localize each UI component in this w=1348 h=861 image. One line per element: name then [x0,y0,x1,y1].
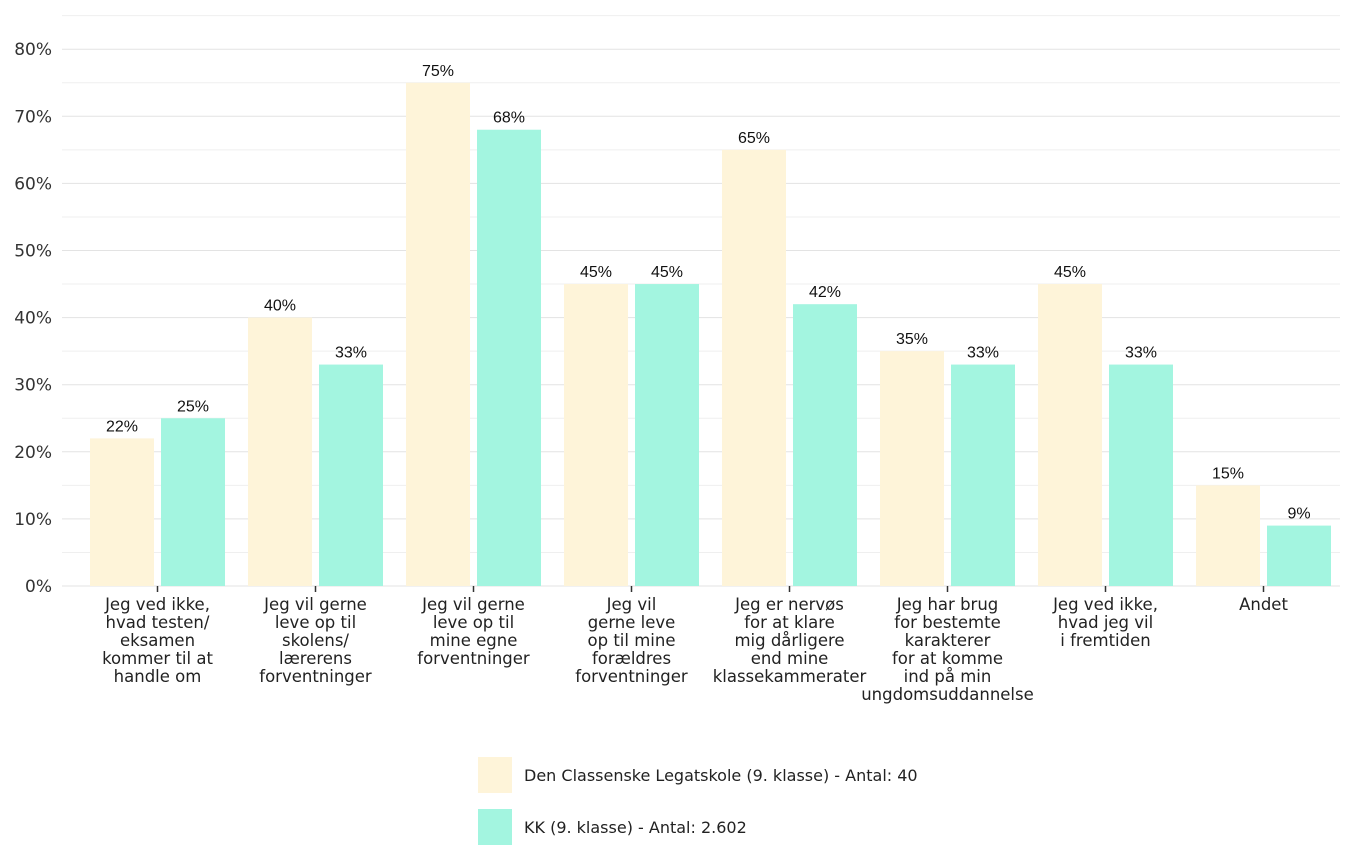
data-label-series-1-cat-5: 33% [967,345,999,362]
bars [90,82,1331,586]
data-label-series-0-cat-1: 40% [264,298,296,315]
bar-series-0-cat-4[interactable] [722,149,786,586]
bar-series-0-cat-5[interactable] [880,351,944,586]
bar-series-0-cat-3[interactable] [564,284,628,586]
data-label-series-0-cat-6: 45% [1054,264,1086,281]
x-tick-label: Jeg vil gerne leve op til skolens/lærerens… [259,595,372,686]
bar-series-1-cat-1[interactable] [319,364,383,586]
x-tick-label: Jeg vil gerne leve op til mine forældres for… [575,595,688,686]
bar-series-0-cat-7[interactable] [1196,485,1260,586]
x-tick-label: Jeg er nervøs for at klare mig dårligere en… [713,595,867,686]
x-tick-label: Jeg vil gerne leve op til mine egne forvent… [417,595,530,668]
legend-item-series-0[interactable]: Den Classenske Legatskole (9. klasse) - … [478,757,918,793]
data-label-series-0-cat-5: 35% [896,331,928,348]
bar-series-1-cat-6[interactable] [1109,364,1173,586]
bar-series-0-cat-0[interactable] [90,438,154,586]
y-tick-label: 60% [14,174,52,194]
x-tick-label: Andet [1239,595,1288,614]
bar-series-1-cat-7[interactable] [1267,525,1331,586]
legend-item-series-1[interactable]: KK (9. klasse) - Antal: 2.602 [478,809,918,845]
x-axis: Jeg ved ikke, hvad testen/eksamen kommer t… [102,586,1288,704]
bar-series-1-cat-4[interactable] [793,304,857,586]
data-label-series-0-cat-0: 22% [106,418,138,435]
data-label-series-1-cat-2: 68% [493,110,525,127]
data-label-series-0-cat-2: 75% [422,63,454,80]
legend-swatch-series-0 [478,757,512,793]
bar-chart: 0% 10% 20% 30% 40% 50% 60% 70% 80% 22% 25% 40% 33% 7… [14,15,1340,704]
data-label-series-1-cat-3: 45% [651,264,683,281]
y-tick-label: 80% [14,40,52,60]
y-tick-label: 30% [14,376,52,396]
y-tick-label: 20% [14,443,52,463]
data-label-series-0-cat-4: 65% [738,130,770,147]
bar-series-0-cat-2[interactable] [406,82,470,586]
data-label-series-0-cat-7: 15% [1212,465,1244,482]
bar-series-0-cat-1[interactable] [248,317,312,586]
data-label-series-1-cat-6: 33% [1125,345,1157,362]
legend-label-series-0: Den Classenske Legatskole (9. klasse) - … [524,765,918,785]
y-tick-label: 40% [14,309,52,329]
bar-series-1-cat-3[interactable] [635,284,699,586]
y-tick-label: 70% [14,107,52,127]
data-label-series-1-cat-7: 9% [1287,506,1310,523]
data-label-series-1-cat-0: 25% [177,398,209,415]
bar-series-0-cat-6[interactable] [1038,284,1102,586]
x-tick-label: Jeg ved ikke, hvad testen/eksamen kommer t… [102,595,213,686]
bar-series-1-cat-0[interactable] [161,418,225,586]
y-axis: 0% 10% 20% 30% 40% 50% 60% 70% 80% [14,40,52,597]
data-labels: 22% 25% 40% 33% 75% 68% 45% 45% 65% 42% 35% 33% 45% 3… [106,63,1311,523]
bar-series-1-cat-2[interactable] [477,129,541,586]
y-tick-label: 10% [14,510,52,530]
legend: Den Classenske Legatskole (9. klasse) - … [478,757,918,861]
y-tick-label: 0% [25,577,52,597]
data-label-series-1-cat-1: 33% [335,345,367,362]
y-tick-label: 50% [14,242,52,262]
legend-swatch-series-1 [478,809,512,845]
data-label-series-0-cat-3: 45% [580,264,612,281]
bar-series-1-cat-5[interactable] [951,364,1015,586]
legend-label-series-1: KK (9. klasse) - Antal: 2.602 [524,817,747,837]
x-tick-label: Jeg har brug for bestemte karakterer for at… [861,595,1034,704]
data-label-series-1-cat-4: 42% [809,284,841,301]
x-tick-label: Jeg ved ikke, hvad jeg vil i fremtiden [1052,595,1158,650]
